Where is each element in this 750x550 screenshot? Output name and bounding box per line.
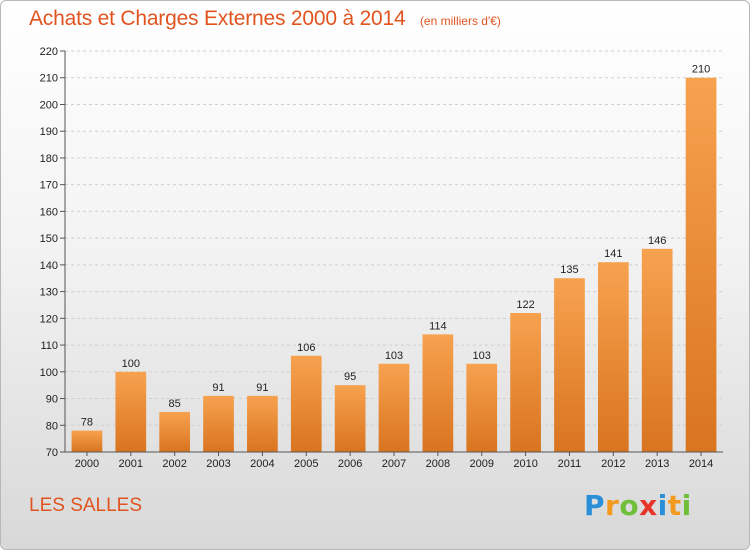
bar-value-label: 103 — [473, 350, 491, 362]
y-tick-label: 100 — [40, 367, 58, 379]
bar — [510, 312, 541, 452]
logo-letter: o — [619, 489, 640, 522]
x-tick-label: 2001 — [119, 458, 143, 470]
bar — [641, 248, 673, 452]
x-tick-label: 2004 — [250, 458, 274, 470]
y-tick-label: 90 — [46, 394, 58, 406]
logo-letter: i — [681, 489, 692, 522]
logo-letter: t — [667, 489, 682, 522]
x-tick-label: 2000 — [75, 458, 99, 470]
logo-letter: r — [605, 489, 620, 522]
commune-name: LES SALLES — [29, 495, 143, 516]
x-tick-label: 2009 — [469, 458, 493, 470]
y-tick-label: 70 — [46, 447, 58, 459]
x-tick-label: 2010 — [513, 458, 537, 470]
bar-value-label: 100 — [122, 358, 140, 370]
x-tick-label: 2014 — [689, 458, 713, 470]
bar — [466, 363, 498, 452]
bar-value-label: 146 — [648, 235, 666, 247]
title-row: Achats et Charges Externes 2000 à 2014 (… — [29, 7, 501, 31]
y-tick-label: 120 — [40, 313, 58, 325]
bar — [334, 385, 366, 452]
y-tick-label: 180 — [40, 153, 58, 165]
x-tick-label: 2008 — [426, 458, 450, 470]
bar — [378, 363, 410, 452]
x-tick-label: 2006 — [338, 458, 362, 470]
y-tick-label: 80 — [46, 420, 58, 432]
x-tick-label: 2012 — [601, 458, 625, 470]
bar — [71, 430, 103, 452]
x-tick-label: 2011 — [558, 458, 582, 470]
bar — [597, 262, 629, 452]
bar — [685, 77, 717, 452]
x-tick-label: 2005 — [294, 458, 318, 470]
bar-value-label: 95 — [344, 371, 356, 383]
bar — [203, 395, 234, 452]
x-tick-label: 2003 — [206, 458, 230, 470]
bar — [290, 355, 322, 452]
x-tick-label: 2007 — [382, 458, 406, 470]
y-tick-label: 130 — [40, 287, 58, 299]
x-tick-label: 2013 — [645, 458, 669, 470]
bar — [554, 278, 585, 452]
logo-letter: i — [657, 489, 668, 522]
logo-letter: P — [584, 489, 606, 522]
y-tick-label: 170 — [40, 180, 58, 192]
chart-title: Achats et Charges Externes 2000 à 2014 — [29, 7, 406, 30]
bar-value-label: 85 — [169, 398, 181, 410]
bar-value-label: 103 — [385, 350, 403, 362]
logo-letter: x — [639, 489, 658, 522]
proxiti-logo: Proxiti — [584, 489, 692, 522]
bar-value-label: 210 — [692, 64, 710, 76]
bar — [422, 334, 454, 452]
x-tick-label: 2002 — [162, 458, 186, 470]
bar-value-label: 91 — [212, 382, 224, 394]
bar-value-label: 106 — [297, 342, 315, 354]
bars: 78 100 85 91 91 106 95 103 114 103 122 135 141 146 210 — [71, 64, 717, 452]
y-tick-label: 110 — [40, 340, 58, 352]
y-tick-label: 140 — [40, 260, 58, 272]
y-tick-label: 200 — [40, 99, 58, 111]
bar — [115, 371, 147, 452]
y-tick-label: 160 — [40, 206, 58, 218]
bar-value-label: 135 — [560, 264, 578, 276]
bar-value-label: 91 — [256, 382, 268, 394]
y-tick-label: 150 — [40, 233, 58, 245]
chart-subtitle: (en milliers d'€) — [419, 14, 501, 28]
y-tick-label: 190 — [40, 126, 58, 138]
y-tick-label: 210 — [40, 73, 58, 85]
axes: 7080901001101201301401501601701801902002… — [40, 46, 723, 470]
bar-value-label: 122 — [516, 299, 534, 311]
bar — [247, 395, 278, 452]
bar-value-label: 78 — [81, 417, 93, 429]
y-tick-label: 220 — [40, 46, 58, 58]
bar-value-label: 114 — [429, 320, 447, 332]
bar-value-label: 141 — [604, 248, 622, 260]
bar — [159, 411, 191, 452]
